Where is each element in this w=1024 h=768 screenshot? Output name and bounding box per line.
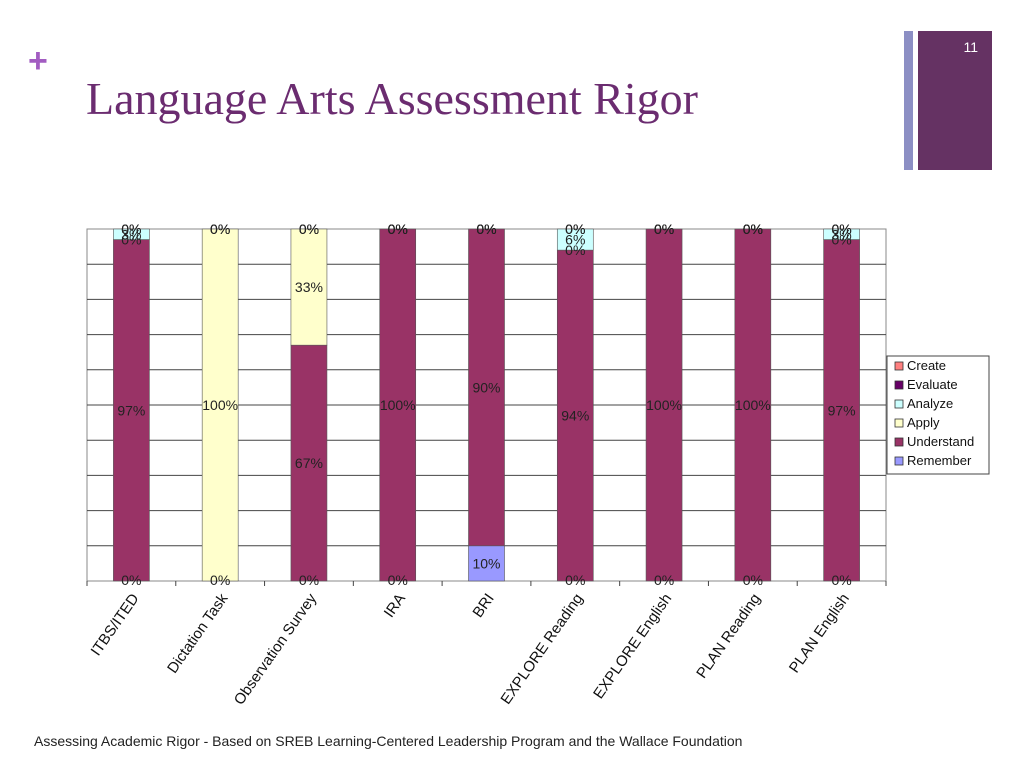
- bar-apply-dictation-task: [201, 228, 239, 582]
- data-label: 0%: [565, 221, 585, 237]
- bar-understand-explore-english: [645, 228, 683, 582]
- data-label: 33%: [295, 279, 323, 295]
- data-label: 0%: [388, 221, 408, 237]
- x-tick-label: EXPLORE Reading: [498, 591, 587, 708]
- data-label: 0%: [299, 221, 319, 237]
- data-label: 0%: [121, 232, 141, 248]
- legend-label-analyze: Analyze: [907, 396, 953, 411]
- data-label: 100%: [202, 397, 238, 413]
- data-label: 97%: [117, 402, 145, 418]
- data-label: 0%: [743, 572, 763, 588]
- data-label: 0%: [831, 232, 851, 248]
- data-label: 0%: [476, 221, 496, 237]
- x-tick-label: Dictation Task: [164, 590, 232, 676]
- stacked-bar-chart: 0%97%0%3%0%0%0%100%0%0%0%67%33%0%0%0%100…: [86, 221, 990, 708]
- data-label: 0%: [210, 572, 230, 588]
- data-label: 0%: [743, 221, 763, 237]
- legend-swatch-apply: [894, 418, 904, 428]
- data-label: 0%: [831, 221, 851, 237]
- data-label: 0%: [565, 221, 585, 237]
- data-label: 0%: [831, 572, 851, 588]
- legend-swatch-analyze: [894, 399, 904, 409]
- bar-analyze-itbs-ited: [113, 228, 150, 240]
- x-tick-label: BRI: [470, 591, 498, 621]
- x-tick-label: PLAN English: [786, 591, 853, 677]
- data-label: 0%: [565, 242, 585, 258]
- data-label: 0%: [388, 221, 408, 237]
- legend-swatch-evaluate: [894, 380, 904, 390]
- bar-understand-observation-survey: [290, 344, 328, 582]
- bar-understand-plan-reading: [734, 228, 772, 582]
- data-label: 67%: [295, 455, 323, 471]
- data-label: 0%: [743, 221, 763, 237]
- x-tick-label: EXPLORE English: [590, 591, 675, 703]
- slide-number-box: 11: [918, 31, 992, 170]
- legend-label-understand: Understand: [907, 434, 974, 449]
- legend-label-remember: Remember: [907, 453, 972, 468]
- data-label: 0%: [654, 572, 674, 588]
- data-label: 0%: [210, 221, 230, 237]
- data-label: 6%: [565, 232, 585, 248]
- bar-understand-ira: [379, 228, 417, 582]
- legend-swatch-understand: [894, 437, 904, 447]
- data-label: 0%: [121, 221, 141, 237]
- data-label: 0%: [299, 221, 319, 237]
- x-tick-label: IRA: [381, 591, 409, 621]
- data-label: 0%: [654, 221, 674, 237]
- legend-label-evaluate: Evaluate: [907, 377, 958, 392]
- data-label: 90%: [472, 379, 500, 395]
- legend-swatch-remember: [894, 456, 904, 466]
- data-label: 0%: [565, 572, 585, 588]
- data-label: 100%: [646, 397, 682, 413]
- bar-analyze-plan-english: [823, 228, 860, 240]
- bar-analyze-explore-reading: [556, 228, 594, 251]
- bar-apply-observation-survey: [290, 228, 328, 346]
- legend-label-create: Create: [907, 358, 946, 373]
- x-tick-label: ITBS/ITED: [88, 590, 143, 659]
- data-label: 0%: [654, 221, 674, 237]
- footer-text: Assessing Academic Rigor - Based on SREB…: [34, 733, 743, 749]
- accent-bar: [904, 31, 913, 170]
- bar-understand-itbs-ited: [113, 239, 150, 582]
- data-label: 0%: [121, 221, 141, 237]
- data-label: 0%: [476, 221, 496, 237]
- data-label: 100%: [735, 397, 771, 413]
- data-label: 0%: [299, 572, 319, 588]
- legend-label-apply: Apply: [907, 415, 940, 430]
- data-label: 0%: [743, 221, 763, 237]
- legend: [886, 355, 990, 475]
- slide-number: 11: [963, 39, 978, 55]
- x-tick-label: PLAN Reading: [693, 591, 764, 682]
- bar-understand-plan-english: [823, 239, 860, 582]
- data-label: 0%: [831, 221, 851, 237]
- data-label: 97%: [828, 402, 856, 418]
- data-label: 3%: [121, 226, 141, 242]
- data-label: 100%: [380, 397, 416, 413]
- data-label: 10%: [472, 555, 500, 571]
- x-tick-label: Observation Survey: [231, 590, 321, 708]
- data-label: 0%: [476, 221, 496, 237]
- slide-title: Language Arts Assessment Rigor: [86, 73, 698, 124]
- data-label: 0%: [210, 221, 230, 237]
- plus-icon: +: [28, 42, 48, 80]
- bar-understand-explore-reading: [556, 249, 594, 582]
- legend-swatch-create: [894, 361, 904, 371]
- data-label: 0%: [388, 221, 408, 237]
- bar-understand-bri: [468, 228, 505, 547]
- data-label: 3%: [831, 226, 851, 242]
- data-label: 94%: [561, 408, 589, 424]
- data-label: 0%: [388, 572, 408, 588]
- data-label: 0%: [121, 572, 141, 588]
- data-label: 0%: [654, 221, 674, 237]
